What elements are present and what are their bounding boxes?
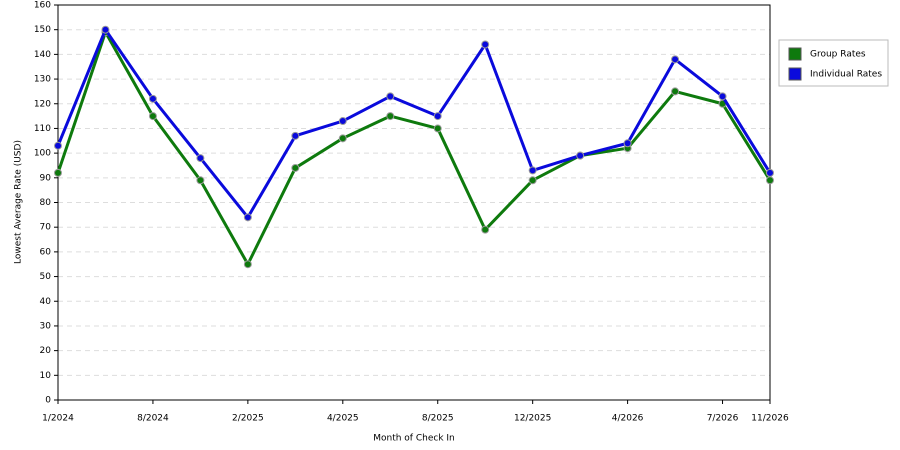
data-point — [766, 176, 774, 185]
data-point — [481, 225, 490, 234]
data-point — [766, 168, 774, 177]
data-point — [148, 94, 157, 103]
y-tick-label: 20 — [40, 346, 52, 356]
x-tick-label: 4/2026 — [612, 414, 644, 424]
y-tick-label: 30 — [40, 321, 52, 331]
data-point — [54, 141, 62, 150]
y-tick-label: 140 — [34, 50, 51, 60]
data-point — [386, 112, 395, 121]
legend-swatch — [788, 47, 802, 61]
y-tick-label: 0 — [45, 396, 51, 406]
data-point — [196, 154, 205, 163]
y-tick-label: 130 — [34, 75, 51, 85]
legend-label: Group Rates — [810, 50, 866, 60]
data-point — [54, 168, 62, 177]
y-tick-label: 120 — [34, 99, 51, 109]
data-point — [718, 92, 727, 101]
x-axis-label: Month of Check In — [373, 434, 455, 444]
legend-label: Individual Rates — [810, 70, 882, 80]
data-point — [338, 134, 347, 143]
data-point — [243, 260, 252, 269]
y-tick-label: 10 — [40, 371, 52, 381]
plot-frame — [57, 4, 771, 401]
y-tick-label: 160 — [34, 1, 51, 11]
x-tick-label: 8/2025 — [422, 414, 454, 424]
data-point — [338, 117, 347, 126]
data-point — [433, 124, 442, 133]
y-tick-label: 60 — [40, 247, 52, 257]
y-tick-label: 110 — [34, 124, 51, 134]
data-point — [243, 213, 252, 222]
y-tick-label: 80 — [40, 198, 52, 208]
data-point — [481, 40, 490, 49]
y-tick-label: 150 — [34, 25, 51, 35]
y-tick-label: 40 — [40, 297, 52, 307]
data-point — [148, 112, 157, 121]
data-point — [196, 176, 205, 185]
data-point — [671, 87, 680, 96]
x-tick-label: 1/2024 — [42, 414, 74, 424]
series-line — [56, 30, 772, 266]
data-point — [433, 112, 442, 121]
data-point — [623, 139, 632, 148]
y-tick-label: 70 — [40, 223, 52, 233]
series-line — [56, 28, 772, 219]
y-tick-label: 100 — [34, 149, 51, 159]
x-tick-label: 12/2025 — [514, 414, 551, 424]
data-point — [576, 151, 585, 160]
data-point — [291, 163, 300, 172]
y-axis-label: Lowest Average Rate (USD) — [14, 140, 24, 264]
data-point — [386, 92, 395, 101]
x-tick-label: 7/2026 — [707, 414, 739, 424]
data-point — [528, 166, 537, 175]
y-tick-label: 50 — [40, 272, 52, 282]
data-point — [291, 131, 300, 140]
x-tick-label: 4/2025 — [327, 414, 359, 424]
x-tick-label: 8/2024 — [137, 414, 169, 424]
data-point — [101, 25, 110, 34]
legend-swatch — [788, 67, 802, 81]
x-tick-label: 11/2026 — [751, 414, 789, 424]
data-point — [528, 176, 537, 185]
y-tick-label: 90 — [40, 173, 52, 183]
x-tick-label: 2/2025 — [232, 414, 264, 424]
data-point — [671, 55, 680, 64]
